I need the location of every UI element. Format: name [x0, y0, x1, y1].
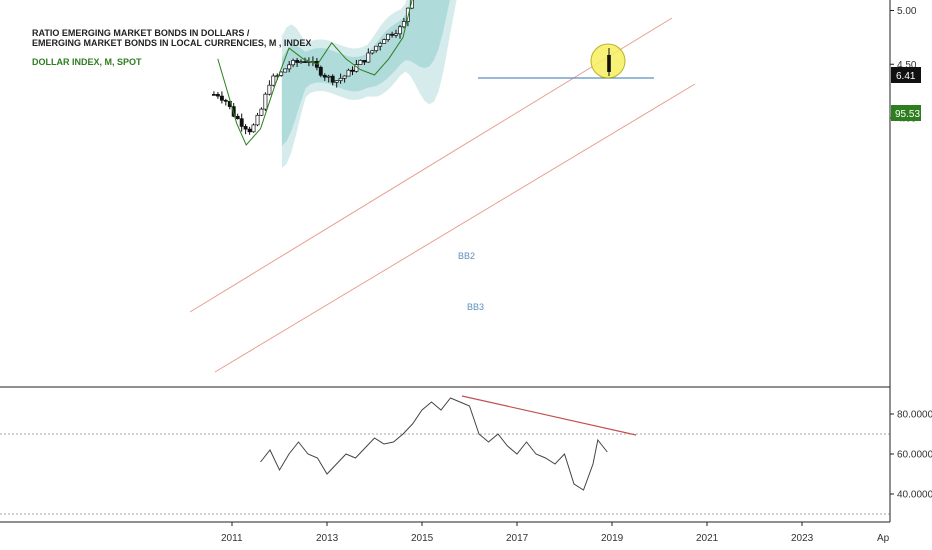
- candle-body: [338, 77, 343, 81]
- price-tick-label: 4.50: [897, 60, 917, 71]
- candle-body: [346, 69, 351, 77]
- rsi-tick-label: 60.0000: [897, 450, 932, 461]
- last-dxy-tag-bg: [891, 105, 921, 121]
- candle-body: [378, 43, 383, 47]
- chart-title-line-2: EMERGING MARKET BONDS IN LOCAL CURRENCIE…: [32, 38, 312, 48]
- candle-body: [322, 74, 327, 78]
- rsi-line: [260, 397, 608, 491]
- candle-body: [401, 21, 406, 28]
- candle-body: [271, 75, 276, 86]
- dollar-index-line: [217, 0, 413, 146]
- candle-body: [303, 61, 307, 63]
- candle-body: [386, 33, 391, 40]
- candle-body: [223, 99, 228, 102]
- candle-body: [211, 94, 216, 96]
- candle-body: [295, 60, 300, 63]
- candle-body: [283, 68, 288, 73]
- band-bb2: [281, 0, 450, 146]
- time-edge-label: Ap: [877, 533, 890, 544]
- time-tick-label: 2019: [601, 533, 624, 544]
- candle-body: [366, 52, 371, 63]
- candle-body: [318, 66, 323, 76]
- chart-title-line-1: RATIO EMERGING MARKET BONDS IN DOLLARS /: [32, 28, 250, 38]
- candle-body: [235, 115, 240, 120]
- candle-body: [259, 108, 264, 116]
- highlight-candle-body: [607, 55, 611, 72]
- rsi-tick-label: 80.0000: [897, 410, 932, 421]
- last-price-tag-bg: [891, 67, 921, 83]
- overlay-series-label: DOLLAR INDEX, M, SPOT: [32, 57, 142, 67]
- candle-body: [219, 95, 224, 101]
- price-tick-label: 5.00: [897, 6, 917, 17]
- time-tick-label: 2011: [221, 533, 243, 544]
- bollinger-bands: [281, 0, 457, 168]
- candle-body: [405, 7, 410, 22]
- candle-body: [267, 84, 272, 95]
- candle-body: [287, 64, 292, 70]
- time-tick-label: 2013: [316, 533, 339, 544]
- candle-body: [370, 50, 375, 54]
- candle-body: [215, 94, 220, 97]
- divergence-line: [461, 395, 637, 436]
- candle-body: [239, 118, 244, 127]
- candle-body: [394, 33, 398, 36]
- time-tick-label: 2023: [791, 533, 814, 544]
- candle-body: [358, 60, 363, 65]
- bb2-label: BB2: [458, 251, 475, 261]
- time-tick-label: 2021: [696, 533, 719, 544]
- candle-body: [362, 60, 367, 63]
- candle-body: [326, 75, 331, 78]
- candle-body: [334, 80, 339, 83]
- candle-body: [350, 69, 355, 72]
- rsi-pane: [0, 395, 890, 515]
- rsi-tick-label: 40.0000: [897, 490, 932, 501]
- bb3-label: BB3: [467, 302, 484, 312]
- candle-body: [255, 114, 260, 126]
- time-tick-label: 2017: [506, 533, 529, 544]
- candle-body: [342, 75, 347, 79]
- candle-body: [409, 0, 414, 9]
- candle-body: [374, 45, 379, 51]
- candle-body: [299, 61, 303, 63]
- candle-body: [382, 39, 387, 44]
- candle-body: [263, 93, 268, 110]
- candle-body: [390, 33, 395, 36]
- annotations: BB2 BB3: [458, 43, 626, 312]
- last-dxy-tag: 95.53: [895, 109, 920, 120]
- candle-body: [398, 26, 402, 35]
- dollar-index-path: [217, 0, 413, 146]
- candle-body: [330, 75, 335, 83]
- time-tick-label: 2015: [411, 533, 434, 544]
- candle-body: [243, 126, 248, 130]
- last-price-tag: 6.41: [896, 71, 916, 82]
- candle-body: [251, 124, 256, 133]
- candle-body: [291, 60, 296, 66]
- channel-lower-line: [214, 83, 696, 373]
- candle-body: [247, 128, 252, 133]
